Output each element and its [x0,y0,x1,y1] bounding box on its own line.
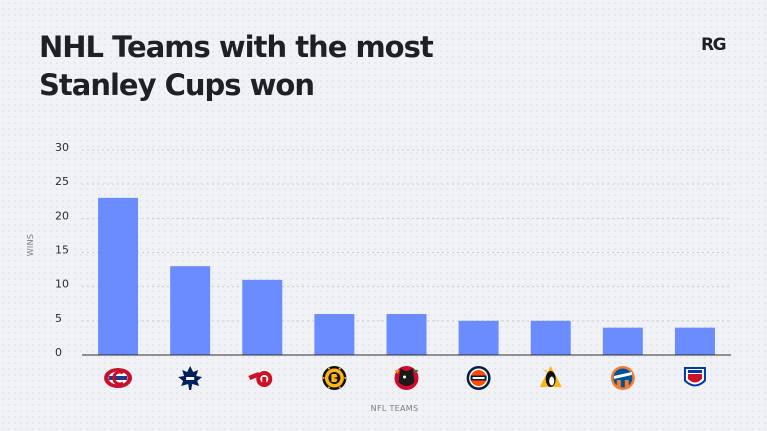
y-tick-label: 0 [55,346,62,359]
bar-islanders [602,327,643,355]
bar-canadiens [98,197,139,355]
bar-blackhawks [386,314,427,355]
rangers-logo-icon [683,367,706,387]
bruins-logo-icon [322,366,347,390]
bar-red-wings [242,279,283,355]
islanders-logo-icon [610,366,635,390]
chart-title: NHL Teams with the most Stanley Cups won [39,28,599,104]
oilers-logo-icon [466,366,491,390]
bar-bruins [314,314,355,355]
y-axis-label: WINS [26,234,35,257]
y-tick-label: 25 [55,175,69,188]
brand-logo: RG [701,35,727,55]
y-tick-label: 5 [55,312,62,325]
bar-oilers [458,320,499,355]
chart-title-line-1: NHL Teams with the most [39,30,434,64]
chart-title-line-2: Stanley Cups won [39,68,315,102]
y-tick-label: 10 [55,278,69,291]
y-tick-label: 20 [55,209,69,222]
team-logos [104,366,706,390]
y-tick-label: 30 [55,141,69,154]
blackhawks-logo-icon [394,366,419,390]
penguins-logo-icon [539,366,562,387]
maple-leafs-logo-icon [178,366,203,390]
grid-lines [82,149,731,322]
y-tick-label: 15 [55,244,69,257]
canadiens-logo-icon [104,368,133,388]
red-wings-logo-icon [248,371,273,387]
bar-penguins [530,320,571,355]
bar-rangers [674,327,715,355]
x-axis-label: NFL TEAMS [371,404,419,413]
y-axis-ticks: 0 5 10 15 20 25 30 [55,141,69,359]
bars [98,197,715,355]
bar-maple-leafs [170,266,211,355]
